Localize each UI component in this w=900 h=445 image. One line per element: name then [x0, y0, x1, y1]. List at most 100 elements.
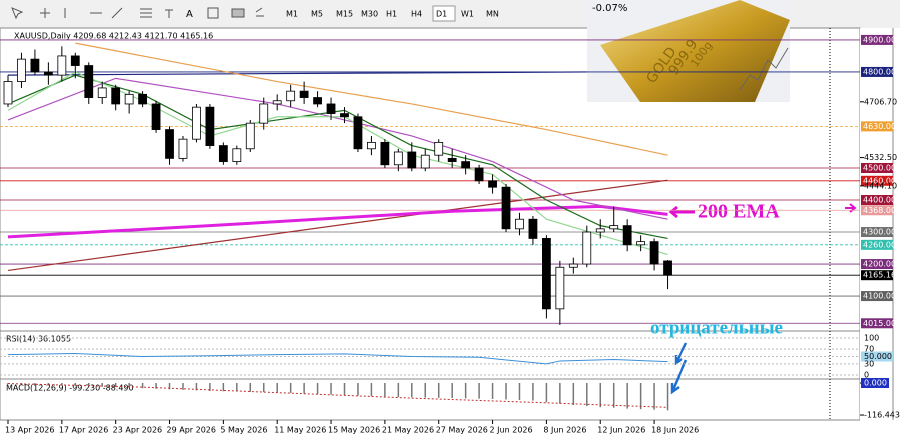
- x-tick-label: 2 Jun 2026: [490, 426, 533, 435]
- candle-body: [622, 225, 632, 246]
- candle-body: [367, 141, 376, 150]
- candle-body: [124, 93, 134, 105]
- level-label: 4200.00: [863, 260, 896, 269]
- candle-body: [340, 113, 349, 118]
- level-label: 4165.16: [863, 271, 896, 280]
- ema-arrow-right: [845, 203, 857, 213]
- level-label-bg: [861, 377, 889, 388]
- candle-body: [380, 141, 390, 166]
- level-label-bg: [861, 162, 893, 173]
- y-tick-label: 4444.10: [864, 181, 897, 190]
- timeframe-button[interactable]: M15: [336, 10, 353, 19]
- candle-body: [205, 106, 215, 146]
- candle-body: [434, 141, 444, 156]
- symbol-header: XAUUSD,Daily 4209.68 4212.43 4121.70 416…: [14, 32, 213, 41]
- candle-body: [501, 186, 511, 230]
- candle-body: [649, 241, 659, 265]
- timeframe-button[interactable]: M1: [286, 10, 298, 19]
- rsi-line: [7, 353, 668, 365]
- level-label-bg: [861, 351, 893, 362]
- toolbar-icons: A: [11, 7, 264, 20]
- timeframe-button[interactable]: W1: [461, 10, 474, 19]
- x-tick-label: 13 Apr 2026: [5, 426, 54, 435]
- indicator-line: [7, 204, 668, 239]
- candle-body: [97, 87, 107, 98]
- svg-text:A: A: [186, 9, 193, 20]
- level-label-bg: [861, 121, 893, 132]
- candle-body: [488, 180, 497, 188]
- timeframe-button[interactable]: H1: [386, 10, 397, 19]
- y-tick-label: 70: [864, 345, 874, 354]
- arrow-rsi: [674, 342, 688, 366]
- level-label: 4368.00: [863, 206, 896, 215]
- candle-body: [272, 100, 282, 105]
- level-label-bg: [861, 239, 893, 250]
- candle-body: [218, 145, 228, 162]
- level-label-bg: [861, 205, 893, 216]
- candle-body: [326, 103, 336, 114]
- photo-change: -0.07%: [592, 3, 627, 14]
- level-label: 4400.00: [863, 196, 896, 205]
- timeframe-active: [432, 5, 456, 22]
- indicator-line: [7, 77, 668, 220]
- level-label-bg: [861, 291, 893, 302]
- timeframe-button[interactable]: M5: [311, 10, 323, 19]
- y-tick-label: 0: [864, 371, 869, 380]
- x-tick-label: 29 Apr 2026: [167, 426, 216, 435]
- level-label: 4500.00: [863, 163, 896, 172]
- candle-body: [259, 103, 269, 124]
- x-tick-label: 11 May 2026: [274, 426, 326, 435]
- level-label: 4300.00: [863, 228, 896, 237]
- y-tick-label: -116.443: [864, 411, 900, 420]
- candle-body: [286, 90, 296, 102]
- candle-body: [636, 241, 646, 246]
- candle-body: [595, 228, 605, 233]
- level-label-bg: [861, 66, 893, 77]
- level-label: 4100.00: [863, 292, 896, 301]
- y-tick-label: 100: [864, 334, 879, 343]
- candle-body: [420, 154, 430, 169]
- level-label: 4260.00: [863, 240, 896, 249]
- candle-body: [393, 151, 403, 166]
- level-label-bg: [861, 195, 893, 206]
- y-tick-label: 4532.50: [864, 153, 897, 162]
- signal-line: [7, 383, 668, 408]
- candle-body: [528, 218, 538, 239]
- indicator-line: [75, 42, 668, 156]
- macd-title: MACD(12,26,9) -99.230 -88.490: [6, 384, 134, 393]
- timeframe-button[interactable]: M30: [361, 10, 378, 19]
- candle-body: [178, 138, 188, 159]
- candle-body: [30, 58, 40, 73]
- candle-body: [313, 97, 322, 105]
- y-tick-label: 30: [864, 359, 874, 368]
- x-tick-label: 21 May 2026: [382, 426, 434, 435]
- x-tick-label: 15 May 2026: [328, 426, 380, 435]
- candle-body: [43, 71, 53, 76]
- level-label: 4015.00: [863, 319, 896, 328]
- photo-graph: [739, 47, 789, 91]
- x-tick-label: 8 Jun 2026: [543, 426, 586, 435]
- candle-body: [57, 55, 67, 76]
- level-label-bg: [861, 175, 893, 186]
- timeframe-button[interactable]: MN: [486, 10, 499, 19]
- candle-body: [568, 263, 578, 268]
- candle-body: [245, 122, 255, 150]
- candle-body: [663, 260, 672, 276]
- level-label-bg: [861, 259, 893, 270]
- timeframe-button[interactable]: D1: [436, 10, 447, 19]
- negative-annotation: отрицательные: [650, 317, 783, 338]
- candle-body: [515, 218, 524, 230]
- candle-body: [299, 90, 309, 98]
- candle-body: [353, 116, 363, 150]
- candle-body: [232, 148, 242, 162]
- timeframe-button[interactable]: H4: [411, 10, 422, 19]
- indicator-line: [7, 179, 668, 272]
- arrow-macd: [670, 359, 688, 395]
- x-tick-label: 12 Jun 2026: [597, 426, 645, 435]
- x-tick-label: 17 Apr 2026: [59, 426, 108, 435]
- y-tick-label: 0.000: [864, 378, 887, 387]
- level-label: 4900.00: [863, 35, 896, 44]
- candle-body: [138, 93, 148, 105]
